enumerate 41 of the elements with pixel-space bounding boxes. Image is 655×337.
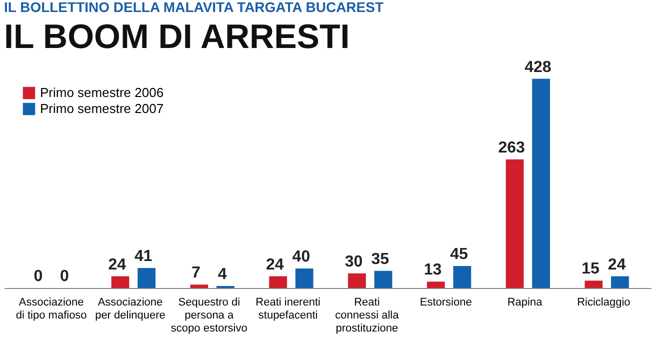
data-label: 263 bbox=[498, 139, 526, 156]
chart-subtitle: IL BOOM DI ARRESTI bbox=[4, 18, 350, 56]
bar bbox=[506, 159, 524, 288]
bar bbox=[611, 276, 629, 288]
bar bbox=[138, 268, 156, 288]
x-tick-label: Associazione per delinquere bbox=[95, 296, 166, 322]
data-label: 0 bbox=[60, 268, 70, 285]
data-label: 35 bbox=[371, 250, 390, 268]
x-tick-label: Rapina bbox=[507, 296, 544, 308]
legend-label: Primo semestre 2007 bbox=[40, 101, 164, 116]
data-label: 15 bbox=[582, 260, 600, 278]
data-label: 30 bbox=[344, 253, 363, 270]
bar bbox=[269, 276, 287, 288]
bar bbox=[190, 284, 208, 288]
data-label: 24 bbox=[266, 256, 284, 274]
x-tick-label: Reati connessi alla prostituzione bbox=[335, 296, 400, 334]
x-tick-label: Sequestro di persona a scopo estorsivo bbox=[170, 296, 248, 334]
data-label: 24 bbox=[108, 256, 126, 274]
chart-title: IL BOLLETTINO DELLA MALAVITA TARGATA BUCAREST bbox=[4, 0, 384, 15]
bar bbox=[348, 273, 366, 288]
bar bbox=[426, 282, 445, 288]
x-tick-label: Associazione di tipo mafioso bbox=[16, 296, 87, 322]
data-label: 13 bbox=[424, 262, 442, 279]
x-tick-label: Reati inerenti stupefacenti bbox=[256, 296, 320, 322]
x-tick-label: Riciclaggio bbox=[577, 296, 630, 308]
bar bbox=[532, 78, 550, 288]
bar bbox=[295, 268, 314, 288]
data-label: 41 bbox=[134, 248, 152, 265]
data-label: 0 bbox=[34, 268, 43, 285]
data-label: 4 bbox=[218, 266, 227, 284]
x-tick-label: Estorsione bbox=[420, 296, 472, 308]
data-label: 40 bbox=[292, 248, 310, 266]
data-label: 24 bbox=[608, 256, 626, 274]
data-label: 45 bbox=[450, 246, 468, 263]
bar bbox=[374, 270, 392, 288]
bar bbox=[584, 280, 603, 288]
data-label: 428 bbox=[524, 58, 552, 76]
data-label: 7 bbox=[192, 264, 201, 282]
bar bbox=[453, 266, 472, 288]
bar bbox=[111, 276, 130, 288]
legend-label: Primo semestre 2006 bbox=[40, 85, 164, 100]
